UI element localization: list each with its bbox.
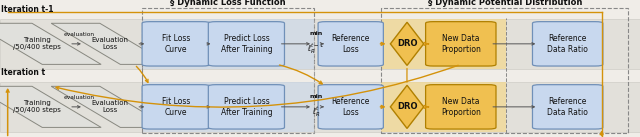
Text: Iteration t-1: Iteration t-1 — [1, 5, 54, 14]
FancyBboxPatch shape — [318, 22, 383, 66]
Text: New Data
Proportion: New Data Proportion — [441, 34, 481, 54]
Text: Reference
Data Ratio: Reference Data Ratio — [547, 34, 588, 54]
FancyBboxPatch shape — [426, 22, 496, 66]
Text: min: min — [310, 31, 323, 36]
Text: Predict Loss
After Training: Predict Loss After Training — [221, 34, 272, 54]
Text: DRO: DRO — [397, 102, 417, 111]
FancyArrowPatch shape — [280, 65, 322, 84]
Text: Reference
Data Ratio: Reference Data Ratio — [547, 97, 588, 117]
Text: § Dynamic Loss Function: § Dynamic Loss Function — [170, 0, 285, 7]
Text: Fit Loss
Curve: Fit Loss Curve — [162, 34, 190, 54]
Text: New Data
Proportion: New Data Proportion — [441, 97, 481, 117]
FancyBboxPatch shape — [532, 22, 603, 66]
Text: $\ell_R^{t}$: $\ell_R^{t}$ — [312, 104, 321, 119]
Text: Training
/50/400 steps: Training /50/400 steps — [13, 37, 61, 50]
Polygon shape — [390, 85, 424, 129]
FancyBboxPatch shape — [532, 85, 603, 129]
Text: evaluation: evaluation — [63, 32, 94, 37]
Text: Iteration t: Iteration t — [1, 68, 45, 77]
FancyArrowPatch shape — [56, 65, 458, 107]
Polygon shape — [0, 86, 101, 127]
Text: Predict Loss
After Training: Predict Loss After Training — [221, 97, 272, 117]
Text: § Dynamic Potential Distribution: § Dynamic Potential Distribution — [428, 0, 582, 7]
Bar — [142, 82, 314, 132]
Bar — [381, 8, 628, 133]
Polygon shape — [0, 23, 101, 64]
FancyBboxPatch shape — [142, 85, 210, 129]
FancyBboxPatch shape — [209, 22, 285, 66]
Text: Reference
Loss: Reference Loss — [332, 34, 370, 54]
Text: DRO: DRO — [397, 39, 417, 48]
FancyBboxPatch shape — [318, 85, 383, 129]
Text: Training
/50/400 steps: Training /50/400 steps — [13, 100, 61, 113]
Text: Reference
Loss: Reference Loss — [332, 97, 370, 117]
Text: Fit Loss
Curve: Fit Loss Curve — [162, 97, 190, 117]
FancyBboxPatch shape — [426, 85, 496, 129]
Bar — [142, 8, 314, 133]
FancyArrowPatch shape — [136, 66, 148, 82]
Text: $\ell_R^{t-1}$: $\ell_R^{t-1}$ — [307, 41, 325, 56]
FancyBboxPatch shape — [209, 85, 285, 129]
Polygon shape — [51, 86, 169, 127]
Text: Evaluation
Loss: Evaluation Loss — [92, 37, 129, 50]
Text: evaluation: evaluation — [63, 95, 94, 100]
Bar — [381, 19, 506, 68]
Text: Evaluation
Loss: Evaluation Loss — [92, 100, 129, 113]
Polygon shape — [390, 22, 424, 65]
Bar — [142, 19, 314, 68]
Bar — [381, 82, 506, 132]
Text: min: min — [310, 94, 323, 99]
Bar — [0, 82, 640, 132]
FancyBboxPatch shape — [142, 22, 210, 66]
Bar — [0, 19, 640, 68]
Polygon shape — [51, 23, 169, 64]
